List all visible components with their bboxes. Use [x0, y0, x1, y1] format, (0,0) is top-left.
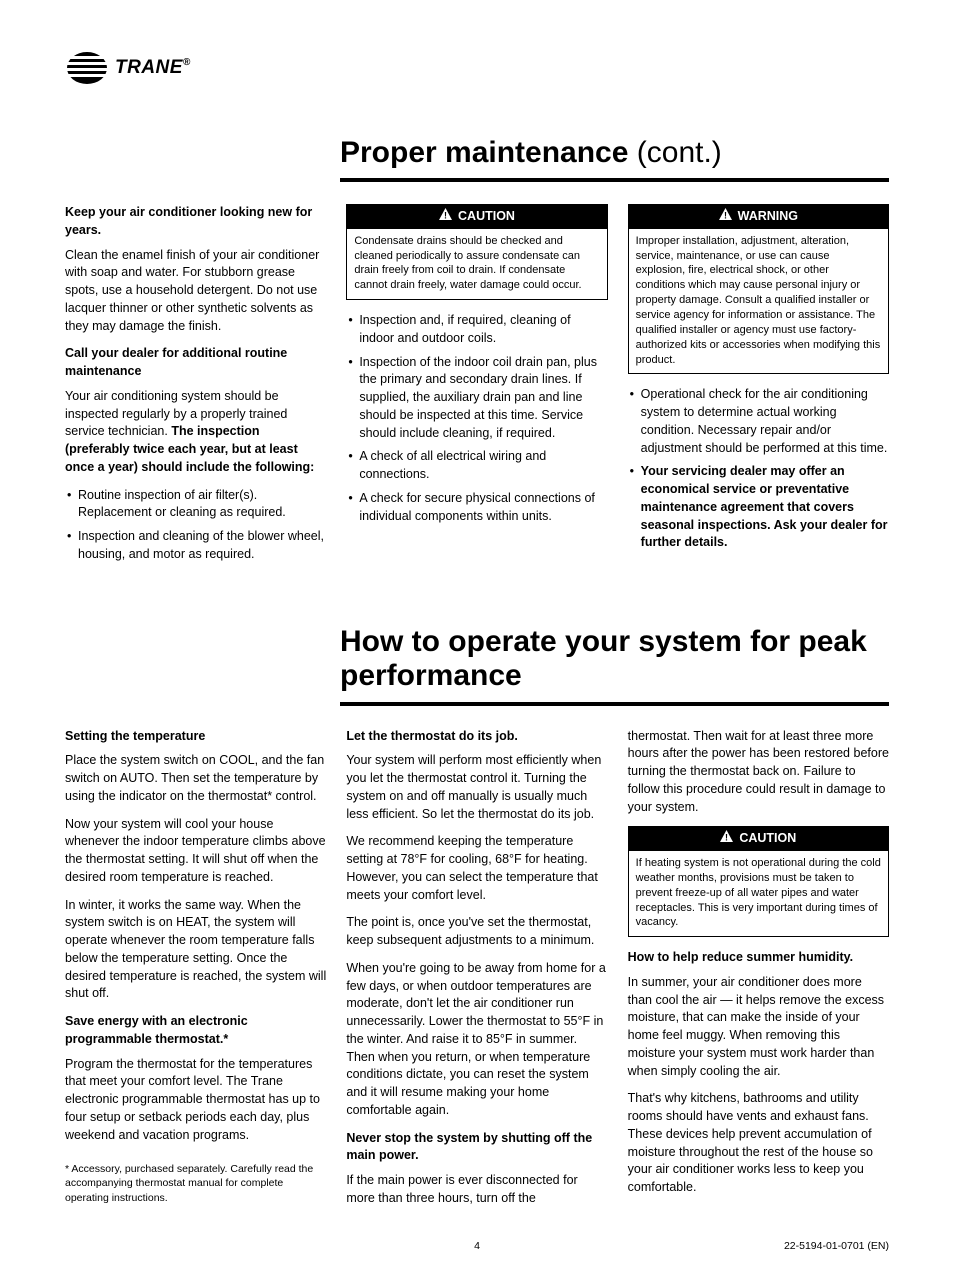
- s2c3-p1: thermostat. Then wait for at least three…: [628, 728, 889, 817]
- s2c1-p2: Now your system will cool your house whe…: [65, 816, 326, 887]
- page-number: 4: [474, 1240, 480, 1252]
- svg-text:!: !: [725, 833, 728, 843]
- page-footer: 4 22-5194-01-0701 (EN): [65, 1240, 889, 1252]
- warning-box: ! WARNING Improper installation, adjustm…: [628, 204, 889, 374]
- caution-header-2: ! CAUTION: [629, 827, 888, 851]
- caution-box-2: ! CAUTION If heating system is not opera…: [628, 826, 889, 937]
- caution-header: ! CAUTION: [347, 205, 606, 229]
- list-item: Your servicing dealer may offer an econo…: [628, 463, 889, 552]
- s1c1-p2: Your air conditioning system should be i…: [65, 388, 326, 477]
- list-item: A check of all electrical wiring and con…: [346, 448, 607, 484]
- section1-col2: ! CAUTION Condensate drains should be ch…: [346, 204, 607, 570]
- section1-col3: ! WARNING Improper installation, adjustm…: [628, 204, 889, 570]
- brand-logo: TRANE®: [65, 50, 889, 86]
- list-item: A check for secure physical connections …: [346, 490, 607, 526]
- s2c1-p3: In winter, it works the same way. When t…: [65, 897, 326, 1004]
- section1-col1: Keep your air conditioner looking new fo…: [65, 204, 326, 570]
- section2-title: How to operate your system for peak perf…: [340, 625, 889, 694]
- section2-rule: [340, 702, 889, 706]
- s2c3-p3: That's why kitchens, bathrooms and utili…: [628, 1090, 889, 1197]
- section1-columns: Keep your air conditioner looking new fo…: [65, 204, 889, 570]
- s1c1-h1: Keep your air conditioner looking new fo…: [65, 204, 326, 240]
- doc-number: 22-5194-01-0701 (EN): [784, 1240, 889, 1252]
- s2c1-h1: Setting the temperature: [65, 728, 326, 746]
- warning-triangle-icon: !: [719, 208, 732, 226]
- section2-col2: Let the thermostat do its job. Your syst…: [346, 728, 607, 1215]
- s2c2-p4: When you're going to be away from home f…: [346, 960, 607, 1120]
- list-item: Inspection and cleaning of the blower wh…: [65, 528, 326, 564]
- s2c1-p1: Place the system switch on COOL, and the…: [65, 752, 326, 805]
- list-item: Inspection and, if required, cleaning of…: [346, 312, 607, 348]
- section2-col1: Setting the temperature Place the system…: [65, 728, 326, 1215]
- s2c2-h2: Never stop the system by shutting off th…: [346, 1130, 607, 1166]
- s2c1-h2: Save energy with an electronic programma…: [65, 1013, 326, 1049]
- s2c2-p2: We recommend keeping the temperature set…: [346, 833, 607, 904]
- s2c2-p5: If the main power is ever disconnected f…: [346, 1172, 607, 1208]
- caution-box: ! CAUTION Condensate drains should be ch…: [346, 204, 607, 300]
- footnote: * Accessory, purchased separately. Caref…: [65, 1162, 326, 1205]
- warning-triangle-icon: !: [720, 830, 733, 848]
- section1-rule: [340, 178, 889, 182]
- s1c1-list: Routine inspection of air filter(s). Rep…: [65, 487, 326, 564]
- section2-columns: Setting the temperature Place the system…: [65, 728, 889, 1215]
- s2c2-h1: Let the thermostat do its job.: [346, 728, 607, 746]
- list-item: Operational check for the air conditioni…: [628, 386, 889, 457]
- warning-header: ! WARNING: [629, 205, 888, 229]
- s2c3-p2: In summer, your air conditioner does mor…: [628, 974, 889, 1081]
- list-item: Routine inspection of air filter(s). Rep…: [65, 487, 326, 523]
- caution-body-2: If heating system is not operational dur…: [629, 851, 888, 936]
- s2c2-p3: The point is, once you've set the thermo…: [346, 914, 607, 950]
- section1-title: Proper maintenance (cont.): [340, 136, 889, 170]
- s2c1-p4: Program the thermostat for the temperatu…: [65, 1056, 326, 1145]
- warning-triangle-icon: !: [439, 208, 452, 226]
- s2c2-p1: Your system will perform most efficientl…: [346, 752, 607, 823]
- s1c2-list: Inspection and, if required, cleaning of…: [346, 312, 607, 525]
- svg-text:!: !: [724, 211, 727, 221]
- caution-body: Condensate drains should be checked and …: [347, 229, 606, 299]
- trane-globe-icon: [65, 50, 109, 86]
- section2-col3: thermostat. Then wait for at least three…: [628, 728, 889, 1215]
- svg-text:!: !: [444, 211, 447, 221]
- s1c1-h2: Call your dealer for additional routine …: [65, 345, 326, 381]
- brand-wordmark: TRANE®: [115, 57, 191, 79]
- s2c3-h1: How to help reduce summer humidity.: [628, 949, 889, 967]
- s1c3-list: Operational check for the air conditioni…: [628, 386, 889, 552]
- warning-body: Improper installation, adjustment, alter…: [629, 229, 888, 374]
- s1c1-p1: Clean the enamel finish of your air cond…: [65, 247, 326, 336]
- list-item: Inspection of the indoor coil drain pan,…: [346, 354, 607, 443]
